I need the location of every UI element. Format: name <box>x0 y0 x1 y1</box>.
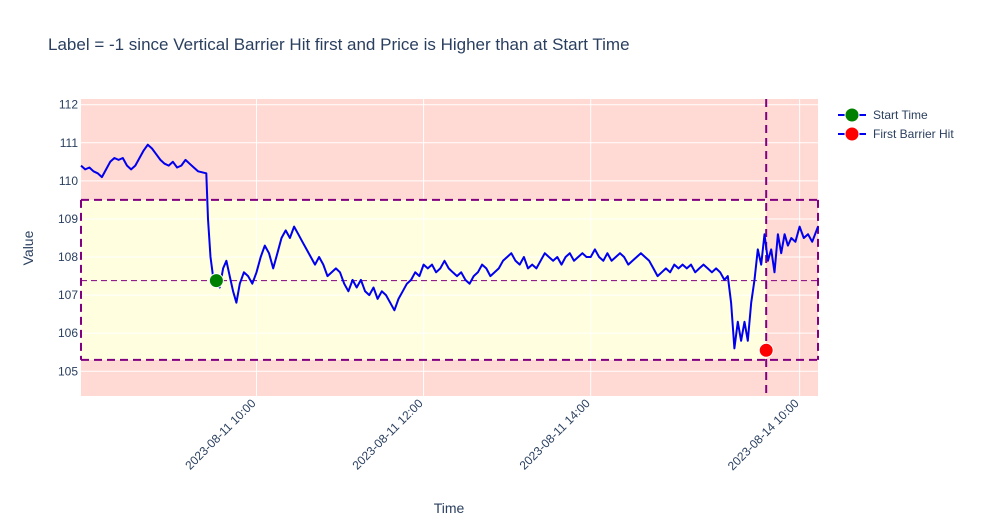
legend-item[interactable]: First Barrier Hit <box>838 126 954 142</box>
legend-item[interactable]: Start Time <box>838 107 928 123</box>
legend-marker-swatch <box>844 107 860 123</box>
x-tick-label: 2023-08-14 10:00 <box>725 396 802 473</box>
x-axis-title: Time <box>434 500 465 516</box>
y-tick-label: 107 <box>58 288 78 302</box>
legend-marker-swatch <box>844 126 860 142</box>
legend[interactable]: Start Time First Barrier Hit <box>838 107 954 142</box>
y-tick-label: 110 <box>59 174 78 188</box>
chart-title: Label = -1 since Vertical Barrier Hit fi… <box>48 35 630 54</box>
legend-label: First Barrier Hit <box>873 127 954 141</box>
x-tick-label: 2023-08-11 12:00 <box>349 396 425 472</box>
start-time-marker[interactable] <box>208 273 224 289</box>
y-tick-label: 112 <box>59 98 78 112</box>
x-axis: 2023-08-11 10:00 2023-08-11 12:00 2023-08-… <box>182 396 802 473</box>
y-tick-label: 108 <box>58 250 78 264</box>
price-line[interactable] <box>80 143 819 350</box>
first-barrier-hit-marker[interactable] <box>758 342 774 358</box>
x-tick-label: 2023-08-11 14:00 <box>517 396 593 472</box>
y-axis-title: Value <box>20 230 36 265</box>
legend-label: Start Time <box>873 108 928 122</box>
y-tick-label: 109 <box>58 212 78 226</box>
x-tick-label: 2023-08-11 10:00 <box>182 396 258 472</box>
y-axis: 105 106 107 108 109 110 111 112 <box>58 98 78 379</box>
y-tick-label: 111 <box>60 136 79 150</box>
plot-area <box>80 99 819 396</box>
y-tick-label: 106 <box>58 326 78 340</box>
y-tick-label: 105 <box>58 364 78 378</box>
